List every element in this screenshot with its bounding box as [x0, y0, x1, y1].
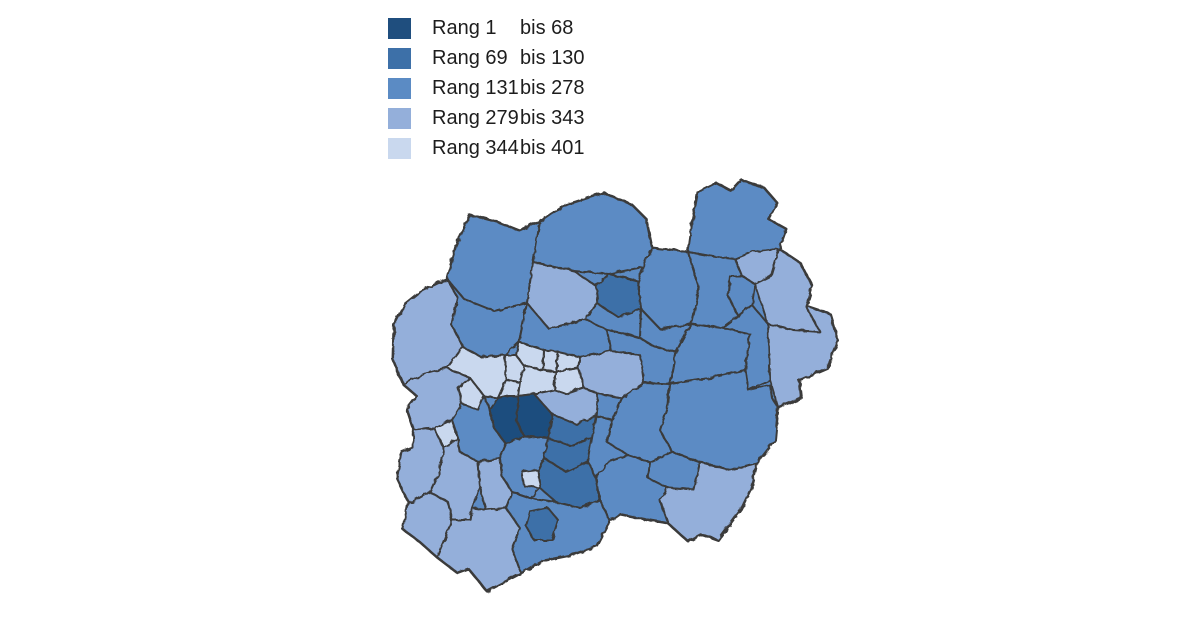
legend-range-label: bis 401 — [520, 137, 585, 159]
legend-range-label: bis 278 — [520, 77, 585, 99]
legend-swatch-class5 — [388, 138, 411, 159]
district-gelsenkirchen — [542, 349, 559, 373]
legend-item: Rang 1 bis 68 — [388, 17, 585, 39]
legend-swatch-class1 — [388, 18, 411, 39]
district-leverkusen — [521, 469, 541, 489]
legend: Rang 1 bis 68 Rang 69 bis 130 Rang 131 b… — [388, 17, 585, 168]
district-guetersloh — [687, 251, 743, 329]
legend-range-label: bis 343 — [520, 107, 585, 129]
district-muenster — [595, 273, 642, 318]
legend-item: Rang 69 bis 130 — [388, 47, 585, 69]
district-dueren — [429, 437, 481, 521]
legend-item: Rang 279 bis 343 — [388, 107, 585, 129]
legend-swatch-class4 — [388, 108, 411, 129]
legend-rank-label: Rang 1 — [432, 17, 497, 39]
legend-rank-label: Rang 344 — [432, 137, 519, 159]
legend-swatch-class2 — [388, 48, 411, 69]
legend-rank-label: Rang 69 — [432, 47, 508, 69]
legend-swatch-class3 — [388, 78, 411, 99]
legend-range-label: bis 68 — [520, 17, 574, 39]
legend-range-label: bis 130 — [520, 47, 585, 69]
district-bonn — [525, 507, 559, 541]
legend-rank-label: Rang 279 — [432, 107, 519, 129]
district-rhein-sieg-kreis — [505, 491, 611, 574]
district-hoexter — [767, 305, 839, 408]
legend-rank-label: Rang 131 — [432, 77, 519, 99]
legend-item: Rang 344 bis 401 — [388, 137, 585, 159]
legend-item: Rang 131 bis 278 — [388, 77, 585, 99]
